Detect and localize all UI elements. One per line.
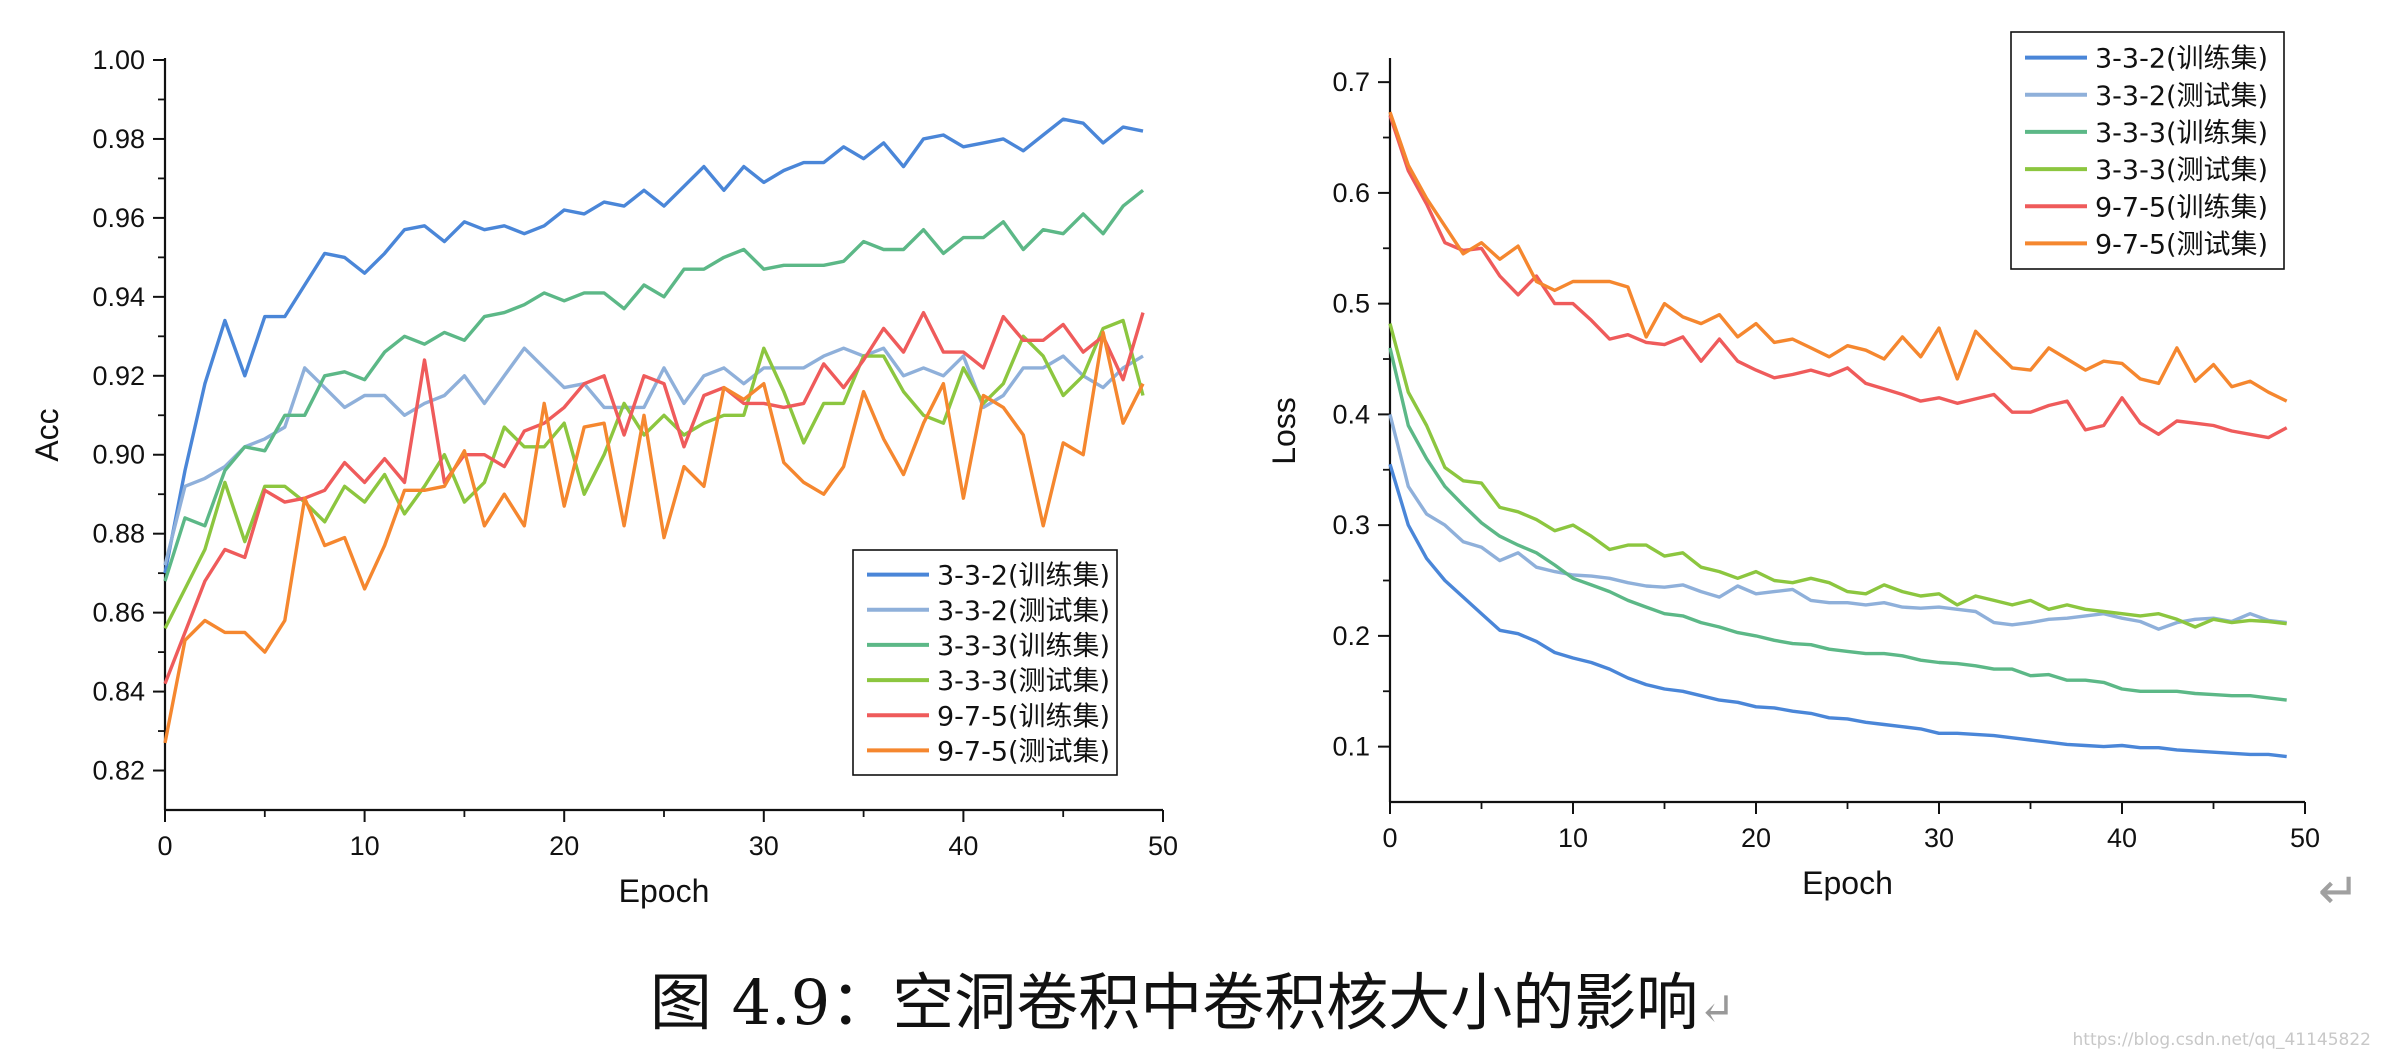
loss-legend-box (2010, 31, 2285, 270)
acc-y-tick-label: 0.92 (92, 361, 145, 391)
acc-series-line-3 (163, 188, 1145, 582)
caption-text: 图 4.9：空洞卷积中卷积核大小的影响 (649, 966, 1699, 1039)
loss-x-axis-label: Epoch (1802, 865, 1893, 901)
acc-x-tick-label: 20 (549, 831, 579, 861)
loss-series-line-5 (1388, 114, 2288, 440)
acc-series-line-5 (163, 310, 1145, 685)
loss-x-tick-label: 0 (1382, 823, 1397, 853)
loss-y-tick-label: 0.7 (1332, 67, 1370, 97)
caption-return-mark: ↵ (1698, 984, 1736, 1035)
acc-x-tick-label: 30 (749, 831, 779, 861)
acc-y-tick-label: 0.84 (92, 677, 145, 707)
acc-series-line-6 (163, 330, 1145, 744)
acc-y-tick-label: 0.82 (92, 756, 145, 786)
loss-x-tick-label: 50 (2290, 823, 2320, 853)
acc-legend-label: 3-3-3(训练集) (937, 631, 1110, 662)
loss-series-line-1 (1388, 463, 2287, 759)
acc-x-axis-label: Epoch (619, 873, 710, 909)
loss-legend-label: 3-3-2(测试集) (2095, 81, 2268, 112)
acc-x-tick-label: 50 (1148, 831, 1178, 861)
loss-legend-label: 3-3-3(测试集) (2095, 155, 2268, 186)
acc-legend-label: 3-3-3(测试集) (937, 666, 1110, 697)
loss-x-tick-label: 10 (1558, 823, 1588, 853)
loss-y-tick-label: 0.2 (1332, 621, 1370, 651)
loss-x-tick-label: 20 (1741, 823, 1771, 853)
figure-caption: 图 4.9：空洞卷积中卷积核大小的影响↵ (0, 952, 2385, 1042)
acc-series-line-4 (163, 318, 1145, 630)
loss-series-line-6 (1388, 111, 2288, 403)
loss-y-tick-label: 0.1 (1332, 732, 1370, 762)
loss-y-tick-label: 0.6 (1332, 178, 1370, 208)
acc-y-axis-label: Acc (29, 408, 65, 461)
acc-y-tick-label: 1.00 (92, 45, 145, 75)
acc-legend-label: 3-3-2(训练集) (937, 561, 1110, 592)
loss-legend-label: 3-3-2(训练集) (2095, 44, 2268, 75)
loss-y-axis-label: Loss (1266, 397, 1302, 465)
acc-y-tick-label: 0.90 (92, 440, 145, 470)
loss-x-tick-label: 40 (2107, 823, 2137, 853)
loss-y-tick-label: 0.3 (1332, 510, 1370, 540)
acc-x-tick-label: 0 (157, 831, 172, 861)
acc-y-tick-label: 0.94 (92, 282, 145, 312)
loss-series-line-3 (1388, 347, 2287, 702)
acc-y-tick-label: 0.86 (92, 598, 145, 628)
loss-series-line-2 (1388, 413, 2287, 631)
loss-chart: 0 10 20 30 40 50 0.1 0.2 0.3 0.4 0.5 0.6 0.7 Epoch Los… (1266, 31, 2320, 901)
acc-x-tick-label: 10 (350, 831, 380, 861)
loss-legend-label: 3-3-3(训练集) (2095, 118, 2268, 149)
loss-x-tick-label: 30 (1924, 823, 1954, 853)
acc-y-tick-label: 0.96 (92, 203, 145, 233)
acc-y-tick-label: 0.98 (92, 124, 145, 154)
return-mark: ↵ (2318, 862, 2360, 920)
loss-legend-label: 9-7-5(训练集) (2095, 192, 2268, 223)
acc-y-tick-label: 0.88 (92, 519, 145, 549)
loss-y-tick-label: 0.5 (1332, 289, 1370, 319)
watermark: https://blog.csdn.net/qq_41145822 (2072, 1030, 2371, 1050)
acc-chart: 0 10 20 30 40 50 0.82 0.84 0.86 0.88 0.90 0.92 0.94 0… (29, 45, 1178, 909)
loss-y-tick-label: 0.4 (1332, 399, 1370, 429)
acc-series-line-1 (163, 117, 1144, 574)
acc-legend-box (852, 549, 1118, 776)
acc-legend-label: 9-7-5(测试集) (937, 736, 1110, 767)
acc-legend-label: 3-3-2(测试集) (937, 596, 1110, 627)
acc-legend-label: 9-7-5(训练集) (937, 701, 1110, 732)
loss-series-line-4 (1388, 323, 2287, 629)
loss-legend-label: 9-7-5(测试集) (2095, 229, 2268, 260)
acc-x-tick-label: 40 (948, 831, 978, 861)
